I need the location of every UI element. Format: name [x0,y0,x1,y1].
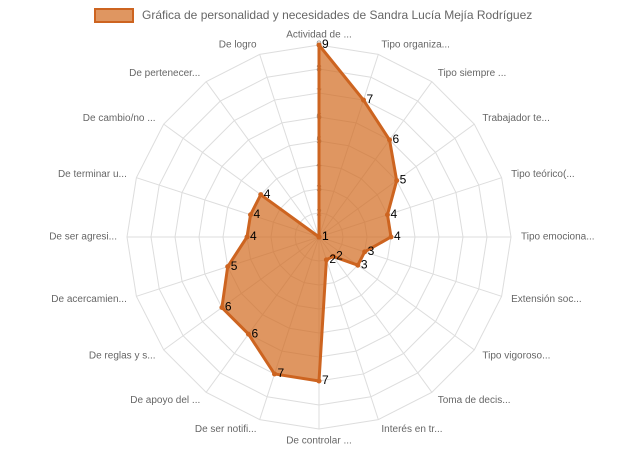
category-label: Tipo vigoroso... [482,350,550,361]
data-point [323,257,329,263]
data-label: 3 [361,257,368,271]
category-label: Toma de decis... [438,395,511,406]
legend-label[interactable]: Gráfica de personalidad y necesidades de… [142,8,532,22]
data-label: 1 [322,229,329,243]
data-label: 2 [329,252,336,266]
category-label: De pertenecer... [129,68,200,79]
data-label: 4 [250,229,257,243]
category-label: De apoyo del ... [130,395,200,406]
category-label: Tipo teórico(... [511,169,575,180]
data-label: 4 [264,187,271,201]
category-label: De controlar ... [286,436,352,447]
data-label: 1 [322,229,329,243]
data-point [219,305,225,311]
data-label: 6 [393,132,400,146]
radial-line [205,81,320,238]
category-label: De cambio/no ... [83,113,156,124]
data-label: 4 [254,207,261,221]
category-label: Tipo siempre ... [438,68,507,79]
data-point [248,212,254,218]
data-label: 9 [322,37,329,51]
data-point [384,212,390,218]
category-label: Trabajador te... [482,113,549,124]
category-label: De ser notifi... [195,424,257,435]
category-label: De logro [219,40,257,51]
data-point [388,234,394,240]
category-label: Tipo emociona... [521,232,595,243]
data-label: 7 [366,92,373,106]
data-label: 6 [251,326,258,340]
data-point [316,42,322,48]
data-point [316,378,322,384]
data-label: 5 [400,173,407,187]
data-label: 7 [322,373,329,387]
data-point [245,331,251,337]
data-label: 4 [394,229,401,243]
data-point [387,137,393,143]
data-point [316,234,322,240]
category-label: Actividad de ... [286,30,352,41]
radial-line [318,236,379,420]
data-point [272,371,278,377]
radial-line [259,54,320,238]
data-label: 6 [225,300,232,314]
data-label: 3 [368,244,375,258]
radar-area [220,43,399,383]
data-label: 5 [231,259,238,273]
data-point [258,192,264,198]
data-point [355,262,361,268]
data-point [362,249,368,255]
data-label: 2 [336,249,343,263]
category-label: Interés en tr... [381,424,442,435]
data-point [330,253,336,259]
data-point [394,178,400,184]
data-point [225,264,231,270]
data-label: 4 [390,207,397,221]
category-label: De reglas y s... [89,350,156,361]
category-label: De terminar u... [58,169,127,180]
radial-line [318,236,433,393]
legend-swatch[interactable] [94,8,134,23]
data-point [244,234,250,240]
category-label: Tipo organiza... [381,40,450,51]
category-label: De acercamien... [51,294,127,305]
category-label: De ser agresi... [49,232,117,243]
data-label: 7 [278,366,285,380]
category-label: Extensión soc... [511,294,582,305]
data-point [360,97,366,103]
